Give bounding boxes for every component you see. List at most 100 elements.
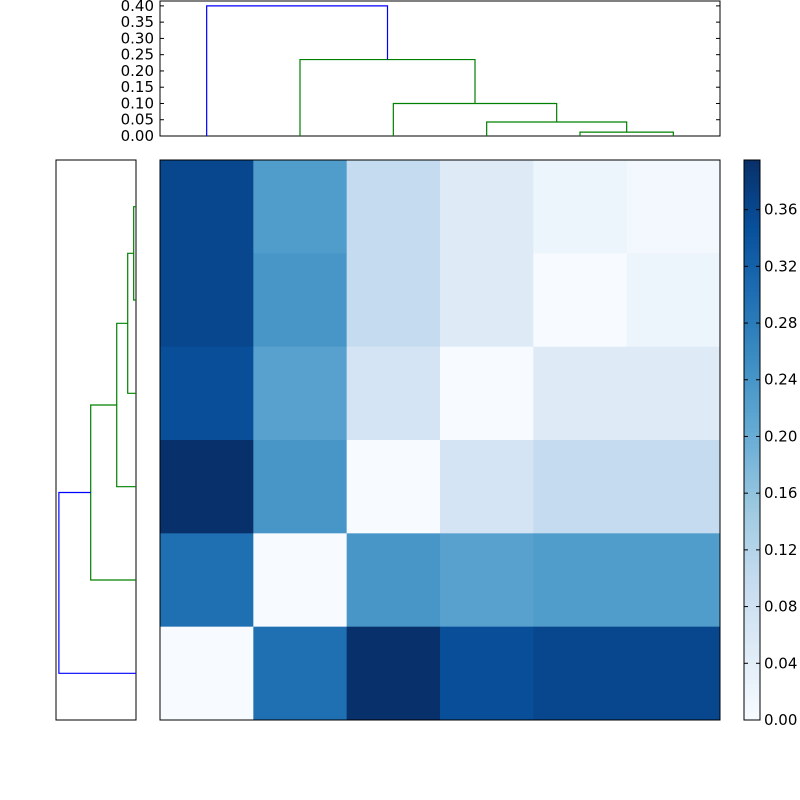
colorbar-segment <box>744 388 760 393</box>
colorbar-segment <box>744 252 760 257</box>
colorbar-segment <box>744 192 760 197</box>
top-dendrogram-link <box>206 5 389 136</box>
colorbar-segment <box>744 492 760 497</box>
colorbar-segment <box>744 464 760 469</box>
heatmap-cell <box>253 440 348 534</box>
colorbar-segment <box>744 340 760 345</box>
colorbar-segment <box>744 488 760 493</box>
heatmap-cell <box>533 533 628 628</box>
colorbar-segment <box>744 616 760 621</box>
colorbar-segment <box>744 620 760 625</box>
heatmap-cell <box>626 160 721 254</box>
colorbar-segment <box>744 256 760 261</box>
colorbar-segment <box>744 356 760 361</box>
colorbar-segment <box>744 640 760 645</box>
colorbar-segment <box>744 544 760 549</box>
colorbar-segment <box>744 680 760 685</box>
colorbar-segment <box>744 520 760 525</box>
colorbar-segment <box>744 420 760 425</box>
colorbar-segment <box>744 232 760 237</box>
colorbar-segment <box>744 556 760 561</box>
colorbar-segment <box>744 352 760 357</box>
colorbar-segment <box>744 528 760 533</box>
heatmap-cell <box>160 626 254 721</box>
colorbar-segment <box>744 596 760 601</box>
colorbar-tick-label: 0.08 <box>764 598 797 616</box>
colorbar-tick-label: 0.24 <box>764 371 797 389</box>
heatmap-cell <box>160 160 254 254</box>
colorbar-segment <box>744 372 760 377</box>
colorbar-segment <box>744 592 760 597</box>
heatmap-cell <box>253 626 348 721</box>
colorbar-segment <box>744 460 760 465</box>
colorbar-segment <box>744 272 760 277</box>
colorbar-segment <box>744 588 760 593</box>
colorbar-segment <box>744 212 760 217</box>
heatmap-cell <box>346 533 441 628</box>
heatmap-cell <box>533 160 628 254</box>
top-dendrogram-ytick-label: 0.20 <box>121 62 154 80</box>
colorbar-tick-label: 0.28 <box>764 314 797 332</box>
heatmap-cell <box>253 160 348 254</box>
colorbar-segment <box>744 564 760 569</box>
colorbar-segment <box>744 260 760 265</box>
heatmap-frame <box>159 159 721 721</box>
colorbar-segment <box>744 540 760 545</box>
top-dendrogram-link <box>392 102 558 136</box>
heatmap-cell <box>160 533 254 628</box>
heatmap-cell <box>440 253 534 348</box>
colorbar-segment <box>744 172 760 177</box>
left-dendrogram-frame <box>55 159 137 721</box>
colorbar-segment <box>744 308 760 313</box>
colorbar-segment <box>744 180 760 185</box>
colorbar-segment <box>744 692 760 697</box>
colorbar-segment <box>744 644 760 649</box>
colorbar-segment <box>744 384 760 389</box>
colorbar-segment <box>744 280 760 285</box>
colorbar-segment <box>744 348 760 353</box>
colorbar-segment <box>744 652 760 657</box>
top-dendrogram-ytick-label: 0.00 <box>121 127 154 145</box>
colorbar-segment <box>744 496 760 501</box>
colorbar-segment <box>744 380 760 385</box>
heatmap-cell <box>626 533 721 628</box>
colorbar-tick-label: 0.20 <box>764 427 797 445</box>
colorbar-segment <box>744 404 760 409</box>
colorbar-segment <box>744 660 760 665</box>
colorbar-segment <box>744 612 760 617</box>
colorbar-segment <box>744 360 760 365</box>
colorbar-segment <box>744 224 760 229</box>
colorbar-segment <box>744 416 760 421</box>
top-dendrogram-ytick-label: 0.35 <box>121 13 154 31</box>
colorbar-segment <box>744 228 760 233</box>
colorbar-segment <box>744 408 760 413</box>
heatmap-cell <box>440 533 534 628</box>
colorbar-segment <box>744 676 760 681</box>
colorbar-segment <box>744 168 760 173</box>
colorbar-segment <box>744 328 760 333</box>
colorbar-segment <box>744 188 760 193</box>
colorbar-segment <box>744 216 760 221</box>
colorbar-segment <box>744 604 760 609</box>
colorbar-segment <box>744 304 760 309</box>
colorbar-segment <box>744 548 760 553</box>
colorbar-segment <box>744 452 760 457</box>
colorbar-segment <box>744 364 760 369</box>
colorbar-segment <box>744 632 760 637</box>
colorbar-segment <box>744 516 760 521</box>
colorbar-segment <box>744 704 760 709</box>
heatmap-cell <box>533 440 628 534</box>
colorbar-segment <box>744 672 760 677</box>
top-dendrogram-ytick-label: 0.40 <box>121 0 154 15</box>
colorbar-segment <box>744 508 760 513</box>
colorbar-segment <box>744 440 760 445</box>
colorbar-segment <box>744 484 760 489</box>
top-dendrogram-ytick-label: 0.25 <box>121 46 154 64</box>
heatmap-cell <box>346 253 441 348</box>
heatmap-cell <box>160 253 254 348</box>
colorbar-segment <box>744 472 760 477</box>
heatmap-cell <box>253 253 348 348</box>
colorbar-segment <box>744 196 760 201</box>
colorbar-segment <box>744 324 760 329</box>
